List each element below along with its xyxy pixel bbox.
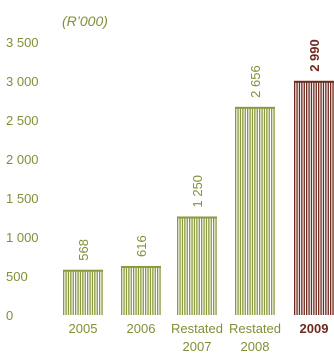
y-tick-label: 500 bbox=[6, 269, 28, 284]
bar bbox=[294, 80, 334, 315]
y-tick-label: 0 bbox=[6, 308, 13, 323]
bar bbox=[63, 269, 103, 315]
value-label: 568 bbox=[76, 239, 91, 261]
bar bbox=[121, 265, 161, 315]
bar bbox=[177, 216, 217, 315]
y-tick-label: 3 000 bbox=[6, 74, 39, 89]
y-tick-label: 1 000 bbox=[6, 230, 39, 245]
x-tick-label-line2: 2008 bbox=[241, 339, 270, 354]
y-tick-label: 2 500 bbox=[6, 113, 39, 128]
value-label: 1 250 bbox=[190, 175, 205, 208]
y-tick-label: 2 000 bbox=[6, 152, 39, 167]
y-tick-label: 3 500 bbox=[6, 35, 39, 50]
y-axis: 0 500 1 000 1 500 2 000 2 500 3 000 3 500 bbox=[6, 35, 39, 323]
x-tick-label: 2005 bbox=[69, 321, 98, 336]
bars bbox=[63, 80, 334, 315]
x-tick-label: 2006 bbox=[127, 321, 156, 336]
x-tick-label: 2009 bbox=[300, 321, 329, 336]
x-tick-label: Restated bbox=[171, 321, 223, 336]
x-tick-label: Restated bbox=[229, 321, 281, 336]
x-axis: 2005 2006 Restated 2007 Restated 2008 2009 bbox=[69, 321, 329, 354]
y-tick-label: 1 500 bbox=[6, 191, 39, 206]
x-tick-label-line2: 2007 bbox=[183, 339, 212, 354]
value-label: 616 bbox=[134, 235, 149, 257]
unit-label: (R’000) bbox=[62, 13, 108, 29]
value-labels: 568 616 1 250 2 656 2 990 bbox=[76, 39, 322, 260]
value-label: 2 990 bbox=[307, 39, 322, 72]
value-label: 2 656 bbox=[248, 65, 263, 98]
bar bbox=[235, 106, 275, 315]
